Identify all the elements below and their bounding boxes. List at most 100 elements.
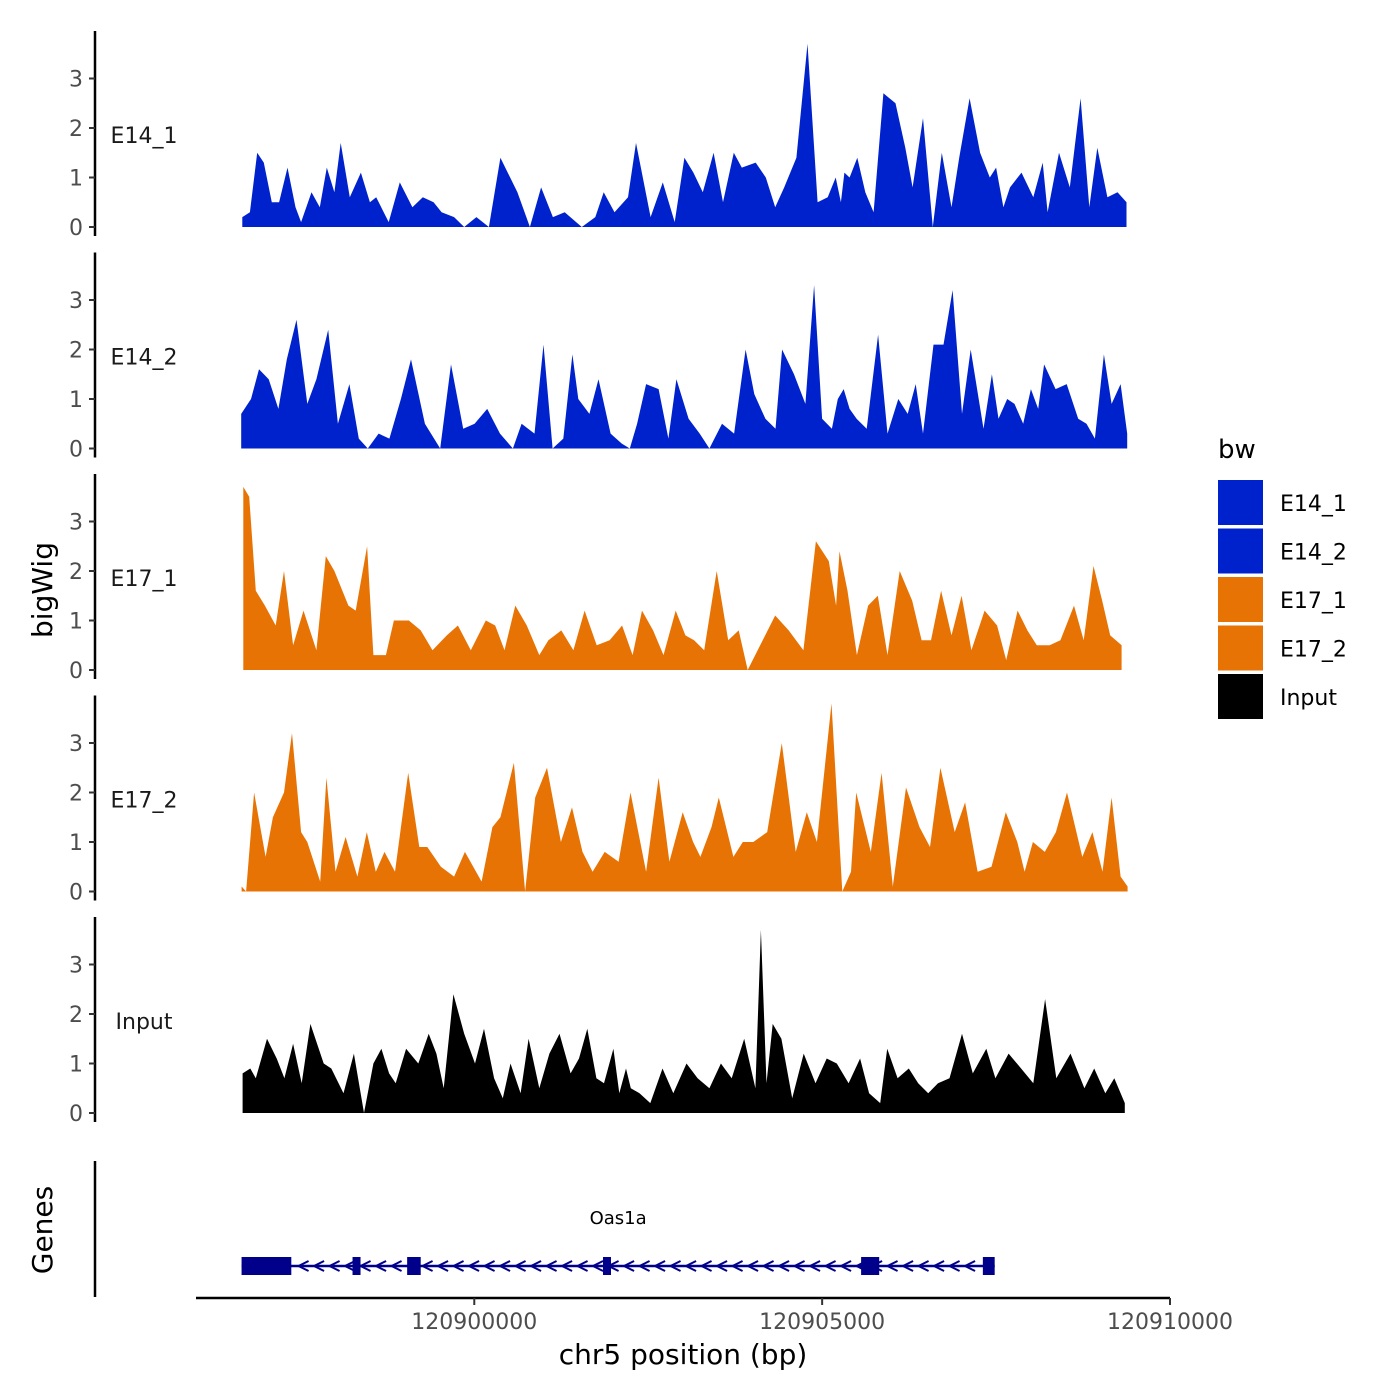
signal-area-Input-0 <box>242 1023 364 1113</box>
strand-arrow <box>590 1260 604 1272</box>
signal-area-E14_1-4 <box>581 43 933 227</box>
strand-arrow <box>776 1260 790 1272</box>
signal-area-E14_1-5 <box>932 98 1127 227</box>
y-tick-label-E17_1-3: 3 <box>69 511 83 536</box>
signal-area-E14_1-1 <box>464 217 489 227</box>
x-axis-label: chr5 position (bp) <box>559 1338 808 1371</box>
strand-arrow <box>389 1260 403 1272</box>
track-E17_1: 0 1 2 3 E17_1 <box>69 474 1122 684</box>
gene-exon-0 <box>241 1257 292 1275</box>
strand-arrow <box>838 1260 852 1272</box>
signal-area-E17_2-3 <box>842 767 1128 892</box>
y-tick-label-E14_2-1: 1 <box>69 388 83 413</box>
signal-area-E14_1-3 <box>529 187 582 227</box>
strand-arrow <box>435 1260 449 1272</box>
signal-area-E17_1-0 <box>243 486 748 670</box>
y-tick-label-E14_2-3: 3 <box>69 289 83 314</box>
x-tick-label: 120905000 <box>759 1310 885 1335</box>
strand-arrow <box>683 1260 697 1272</box>
x-tick-label: 120900000 <box>411 1310 537 1335</box>
gene-exon-1 <box>352 1257 361 1275</box>
coverage-tracks: 0 1 2 3 E14_1 0 1 2 3 E14_2 0 1 2 3 E17_1 0 1 2 3 E17_2 0 1 2 3… <box>69 31 1128 1127</box>
signal-area-E14_2-4 <box>552 354 630 449</box>
legend-swatch-E17_2 <box>1218 625 1263 671</box>
legend-title: bw <box>1218 435 1256 465</box>
genes-axis-label: Genes <box>26 1186 59 1274</box>
signal-area-Input-1 <box>364 929 1125 1113</box>
y-tick-label-E17_2-2: 2 <box>69 782 83 807</box>
strand-arrow <box>559 1260 573 1272</box>
strand-arrow <box>947 1260 961 1272</box>
strand-arrow <box>714 1260 728 1272</box>
y-tick-label-E17_1-2: 2 <box>69 560 83 585</box>
gene-name-label: Oas1a <box>590 1208 647 1229</box>
strand-arrow <box>420 1260 434 1272</box>
strand-arrow <box>730 1260 744 1272</box>
y-tick-label-Input-3: 3 <box>69 954 83 979</box>
y-tick-label-Input-1: 1 <box>69 1053 83 1078</box>
y-tick-label-E14_2-0: 0 <box>69 438 83 463</box>
strand-arrow <box>311 1260 325 1272</box>
legend: bw E14_1 E14_2 E17_1 E17_2 Input <box>1218 435 1347 719</box>
strand-arrow <box>621 1260 635 1272</box>
gene-exon-3 <box>602 1257 611 1275</box>
y-tick-label-Input-0: 0 <box>69 1102 83 1127</box>
track-label-E14_1: E14_1 <box>111 124 178 149</box>
strand-arrow <box>699 1260 713 1272</box>
strand-arrow <box>451 1260 465 1272</box>
strand-arrow <box>575 1260 589 1272</box>
signal-area-E17_1-1 <box>747 541 1122 670</box>
track-label-E17_2: E17_2 <box>111 789 178 814</box>
y-tick-label-E17_2-1: 1 <box>69 831 83 856</box>
legend-swatch-E14_1 <box>1218 480 1263 525</box>
strand-arrow <box>358 1260 372 1272</box>
strand-arrow <box>931 1260 945 1272</box>
strand-arrow <box>761 1260 775 1272</box>
track-label-E17_1: E17_1 <box>111 567 178 592</box>
y-tick-label-E14_1-0: 0 <box>69 216 83 241</box>
strand-arrow <box>807 1260 821 1272</box>
y-axis-label: bigWig <box>26 542 59 638</box>
strand-arrow <box>885 1260 899 1272</box>
track-Input: 0 1 2 3 Input <box>69 917 1125 1127</box>
x-tick-label: 120910000 <box>1107 1310 1233 1335</box>
gene-panel: Oas1a <box>93 1161 995 1297</box>
y-tick-label-E17_1-1: 1 <box>69 610 83 635</box>
y-tick-label-E14_1-3: 3 <box>69 68 83 93</box>
strand-arrow <box>668 1260 682 1272</box>
track-E14_2: 0 1 2 3 E14_2 <box>69 252 1128 463</box>
signal-area-E14_2-2 <box>440 364 513 449</box>
signal-area-E14_2-1 <box>367 359 441 449</box>
gene-exon-4 <box>861 1257 880 1275</box>
signal-area-E17_2-2 <box>525 703 843 892</box>
strand-arrow <box>373 1260 387 1272</box>
strand-arrow <box>823 1260 837 1272</box>
legend-swatch-Input <box>1218 674 1263 719</box>
strand-arrow <box>652 1260 666 1272</box>
x-axis: 120900000 120905000 120910000 <box>196 1296 1233 1335</box>
signal-area-E14_1-0 <box>242 142 465 227</box>
signal-area-E14_2-5 <box>629 379 710 449</box>
y-tick-label-Input-2: 2 <box>69 1003 83 1028</box>
strand-arrow <box>916 1260 930 1272</box>
legend-swatch-E17_1 <box>1218 577 1263 622</box>
strand-arrow <box>962 1260 976 1272</box>
signal-area-E14_2-0 <box>241 319 368 449</box>
signal-area-E17_2-1 <box>246 733 526 892</box>
strand-arrow <box>466 1260 480 1272</box>
strand-arrow <box>342 1260 356 1272</box>
track-E14_1: 0 1 2 3 E14_1 <box>69 31 1127 241</box>
signal-area-E14_2-6 <box>709 285 1128 449</box>
strand-arrow <box>900 1260 914 1272</box>
track-label-Input: Input <box>116 1010 173 1035</box>
gene-exon-5 <box>982 1257 995 1275</box>
signal-area-E14_2-3 <box>512 344 553 449</box>
strand-arrow <box>327 1260 341 1272</box>
strand-arrow <box>513 1260 527 1272</box>
legend-label-E17_2: E17_2 <box>1280 638 1347 663</box>
strand-arrow <box>497 1260 511 1272</box>
legend-label-Input: Input <box>1280 686 1337 711</box>
y-tick-label-E17_1-0: 0 <box>69 659 83 684</box>
strand-arrow <box>296 1260 310 1272</box>
